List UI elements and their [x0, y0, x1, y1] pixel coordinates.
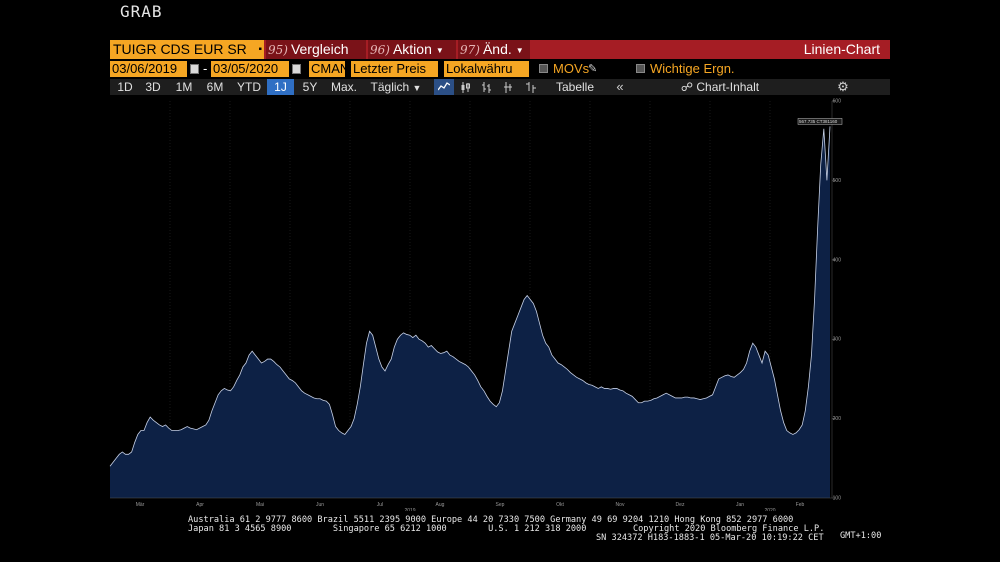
chart-toolbar: 1D 3D 1M 6M YTD 1J 5Y Max. Täglich ▼ Tab… [110, 79, 890, 95]
footer-line-3: SN 324372 H183-1883-1 05-Mar-20 10:19:22… [596, 533, 824, 543]
x-axis: Mär Apr Mai Jun Jul Aug Sep Okt Nov Dez Jan Feb 2019… [110, 497, 832, 511]
source-field[interactable]: CMAN [309, 61, 345, 77]
change-menu-number: 97) [460, 43, 480, 57]
cds-line-series [109, 126, 831, 467]
events-label: Wichtige Ergn. [650, 61, 735, 76]
x-year-label: 2020 [764, 508, 775, 511]
action-menu-label: Aktion [392, 41, 432, 57]
compare-menu-button[interactable]: 95) Vergleich [266, 40, 366, 59]
period-1j-button[interactable]: 1J [267, 79, 294, 95]
y-tick-label: 600 [833, 99, 842, 105]
footer-line-2: Japan 81 3 4565 8900 Singapore 65 6212 1… [188, 524, 825, 534]
x-month-label: Feb [796, 502, 805, 508]
frequency-select[interactable]: Täglich ▼ [365, 79, 427, 95]
price-field-select[interactable]: Letzter Preis [351, 61, 438, 77]
command-bar: TUIGR CDS EUR SR ▪ 95) Vergleich 96) Aktio… [110, 40, 890, 59]
chart-content-label: Chart-Inhalt [696, 80, 760, 94]
frequency-label: Täglich [370, 80, 410, 94]
x-month-label: Okt [556, 502, 564, 508]
timezone-label: GMT+1:00 [840, 531, 882, 541]
change-menu-button[interactable]: 97) Änd. ▼ [458, 40, 530, 59]
collapse-double-chevron-icon[interactable]: « [616, 79, 624, 94]
period-3d-button[interactable]: 3D [145, 80, 161, 94]
movs-checkbox[interactable] [539, 64, 548, 73]
x-month-label: Mär [136, 502, 145, 508]
ohlc-variant-icon[interactable] [522, 79, 540, 95]
grab-label: GRAB [120, 2, 163, 21]
end-calendar-icon[interactable] [292, 64, 301, 74]
compare-menu-number: 95) [268, 43, 288, 57]
y-tick-label: 400 [833, 257, 842, 263]
events-checkbox[interactable] [636, 64, 645, 73]
settings-bar: 03/06/2019 - 03/05/2020 CMAN Letzter Pre… [110, 61, 890, 77]
hilo-icon[interactable] [499, 79, 517, 95]
start-calendar-icon[interactable] [190, 64, 199, 74]
x-month-label: Nov [616, 502, 625, 508]
action-menu-button[interactable]: 96) Aktion ▼ [368, 40, 456, 59]
change-menu-label: Änd. [482, 41, 512, 57]
x-month-label: Dez [676, 502, 685, 508]
currency-select[interactable]: Lokalwähru [444, 61, 529, 77]
period-ytd-button[interactable]: YTD [237, 80, 261, 94]
x-month-label: Jul [377, 502, 383, 508]
x-month-label: Aug [436, 502, 445, 508]
y-tick-label: 100 [833, 496, 842, 502]
end-date-field[interactable]: 03/05/2020 [211, 61, 289, 77]
start-date-field[interactable]: 03/06/2019 [110, 61, 187, 77]
movs-label: MOVs [553, 61, 590, 76]
x-month-label: Mai [256, 502, 264, 508]
y-tick-label: 200 [833, 416, 842, 422]
ticker-field[interactable]: TUIGR CDS EUR SR ▪ [110, 40, 264, 59]
date-range-separator: - [203, 61, 208, 76]
candlestick-icon[interactable] [457, 79, 475, 95]
period-1m-button[interactable]: 1M [175, 80, 193, 94]
chart-type-title: Linien-Chart [803, 41, 880, 57]
y-axis: 100 200 300 400 500 600 [831, 99, 842, 502]
frequency-caret-icon: ▼ [412, 83, 422, 93]
line-chart-icon[interactable] [434, 79, 454, 95]
compare-menu-label: Vergleich [290, 41, 349, 57]
table-button[interactable]: Tabelle [555, 80, 595, 94]
period-1d-button[interactable]: 1D [117, 80, 133, 94]
y-tick-label: 300 [833, 337, 842, 343]
x-month-label: Jan [736, 502, 744, 508]
chart-content-button[interactable]: ☍ Chart-Inhalt [670, 79, 770, 95]
last-value-text: 567.735 CT381160 [799, 119, 838, 124]
ticker-dropdown-icon[interactable]: ▪ [258, 44, 262, 55]
chart-content-icon: ☍ [680, 80, 694, 94]
action-menu-caret-icon: ▼ [435, 45, 444, 55]
y-tick-label: 500 [833, 178, 842, 184]
cds-area-series [110, 126, 830, 498]
ticker-text: TUIGR CDS EUR SR [113, 41, 247, 57]
bar-ohlc-icon[interactable] [478, 79, 496, 95]
action-menu-number: 96) [370, 43, 390, 57]
movs-edit-icon[interactable]: ✎ [588, 63, 598, 75]
gear-icon[interactable]: ⚙ [837, 79, 849, 94]
x-month-label: Jun [316, 502, 324, 508]
last-value-tag: 567.735 CT381160 [797, 118, 843, 125]
x-month-label: Sep [496, 502, 505, 508]
x-month-label: Apr [196, 502, 204, 508]
change-menu-caret-icon: ▼ [515, 45, 524, 55]
footer-contacts: Australia 61 2 9777 8600 Brazil 5511 239… [188, 516, 824, 543]
x-year-label: 2019 [404, 508, 415, 511]
footer-line-1: Australia 61 2 9777 8600 Brazil 5511 239… [188, 515, 794, 525]
period-5y-button[interactable]: 5Y [302, 80, 318, 94]
price-chart[interactable]: 100 200 300 400 500 600 Mär Apr Mai Jun Jul Aug Sep… [108, 97, 844, 511]
period-6m-button[interactable]: 6M [206, 80, 224, 94]
period-max-button[interactable]: Max. [330, 80, 357, 94]
